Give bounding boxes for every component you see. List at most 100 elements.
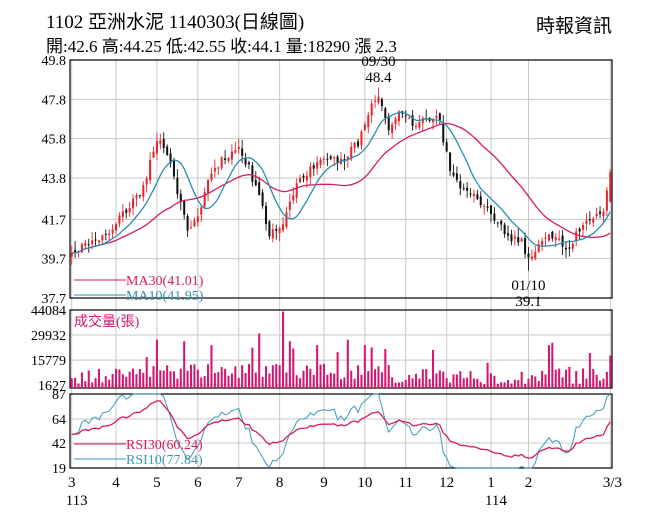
volume-bar bbox=[414, 373, 418, 388]
rsi-legend: RSI30(60.24)RSI10(77.84) bbox=[74, 438, 203, 468]
volume-bar bbox=[264, 366, 268, 388]
volume-bar bbox=[353, 378, 356, 388]
volume-bar bbox=[104, 376, 107, 388]
volume-bar bbox=[155, 339, 158, 388]
candle-body bbox=[125, 209, 128, 213]
candle-body bbox=[268, 221, 271, 237]
volume-bar bbox=[166, 365, 169, 388]
candle-body bbox=[520, 238, 523, 242]
candle-body bbox=[370, 103, 373, 116]
volume-bar bbox=[483, 384, 486, 388]
candle-body bbox=[479, 196, 482, 205]
month-label: 2 bbox=[525, 475, 533, 491]
volume-bar bbox=[97, 368, 100, 388]
candle-body bbox=[442, 122, 445, 143]
candle-body bbox=[135, 195, 138, 199]
candle-body bbox=[418, 122, 421, 128]
price-tick-label: 45.8 bbox=[42, 133, 67, 148]
candle-body bbox=[582, 225, 585, 230]
volume-bar bbox=[268, 373, 271, 388]
volume-bar bbox=[459, 371, 462, 388]
candle-body bbox=[87, 244, 90, 246]
candle-body bbox=[217, 167, 220, 169]
volume-bar bbox=[312, 374, 315, 388]
candle-body bbox=[387, 115, 390, 131]
volume-bar bbox=[322, 363, 325, 388]
volume-bar bbox=[541, 370, 544, 388]
volume-bar bbox=[292, 348, 295, 388]
price-tick-label: 43.8 bbox=[42, 172, 67, 187]
rsi-tick-label: 42 bbox=[52, 437, 66, 452]
candle-body bbox=[455, 173, 458, 180]
volume-bar bbox=[510, 383, 513, 388]
high-date-annotation: 09/30 bbox=[361, 54, 395, 70]
volume-bar bbox=[524, 383, 527, 388]
candle-body bbox=[483, 205, 486, 207]
volume-bar bbox=[605, 371, 608, 388]
candle-body bbox=[108, 233, 111, 236]
volume-bar bbox=[530, 375, 533, 388]
candle-body bbox=[305, 175, 308, 181]
volume-bars bbox=[70, 311, 612, 388]
month-label: 1 bbox=[487, 475, 495, 491]
volume-bar bbox=[288, 341, 291, 388]
candle-body bbox=[530, 256, 533, 259]
candle-body bbox=[203, 192, 206, 207]
volume-bar bbox=[551, 342, 554, 388]
volume-bar bbox=[261, 377, 264, 388]
month-label: 8 bbox=[276, 475, 284, 491]
volume-bar bbox=[207, 364, 210, 388]
volume-bar bbox=[193, 364, 196, 388]
candle-body bbox=[595, 213, 598, 216]
candle-body bbox=[264, 205, 268, 224]
volume-bar bbox=[421, 369, 424, 388]
candle-body bbox=[551, 231, 554, 239]
volume-bar bbox=[544, 374, 547, 388]
year-label: 113 bbox=[66, 493, 88, 509]
candle-body bbox=[230, 151, 233, 160]
candle-body bbox=[114, 223, 118, 231]
candle-body bbox=[602, 211, 605, 217]
candle-body bbox=[132, 198, 135, 209]
candle-body bbox=[496, 222, 499, 224]
volume-bar bbox=[343, 377, 346, 388]
price-tick-label: 39.7 bbox=[42, 253, 67, 268]
grid-lines bbox=[70, 59, 612, 469]
candle-body bbox=[414, 125, 418, 127]
volume-bar bbox=[380, 372, 383, 388]
volume-bar bbox=[336, 352, 339, 388]
volume-bar bbox=[449, 382, 452, 388]
volume-tick-label: 29932 bbox=[31, 329, 66, 344]
volume-bar bbox=[251, 347, 254, 388]
volume-bar bbox=[183, 341, 186, 388]
volume-bar bbox=[469, 371, 472, 388]
candle-body bbox=[432, 119, 435, 123]
candle-body bbox=[258, 182, 261, 196]
candle-body bbox=[155, 141, 158, 154]
volume-bar bbox=[387, 365, 390, 388]
volume-bar bbox=[527, 378, 530, 388]
candle-body bbox=[91, 240, 94, 245]
volume-legend: 成交量(張) bbox=[74, 313, 140, 330]
volume-bar bbox=[592, 369, 595, 388]
candle-body bbox=[500, 220, 503, 225]
volume-bar bbox=[244, 373, 247, 388]
volume-bar bbox=[326, 374, 329, 388]
candle-body bbox=[292, 195, 295, 201]
candle-body bbox=[524, 238, 527, 254]
candle-body bbox=[295, 183, 298, 198]
candle-body bbox=[227, 157, 230, 161]
candle-body bbox=[438, 113, 441, 121]
volume-bar bbox=[186, 370, 189, 388]
volume-bar bbox=[152, 366, 155, 388]
volume-bar bbox=[142, 372, 145, 388]
volume-bar bbox=[561, 377, 564, 388]
candle-body bbox=[193, 220, 196, 227]
candle-body bbox=[578, 228, 581, 232]
candle-body bbox=[322, 158, 325, 160]
volume-bar bbox=[479, 382, 482, 388]
volume-bar bbox=[169, 371, 172, 388]
volume-bar bbox=[254, 372, 257, 388]
rsi30-line bbox=[71, 400, 611, 459]
